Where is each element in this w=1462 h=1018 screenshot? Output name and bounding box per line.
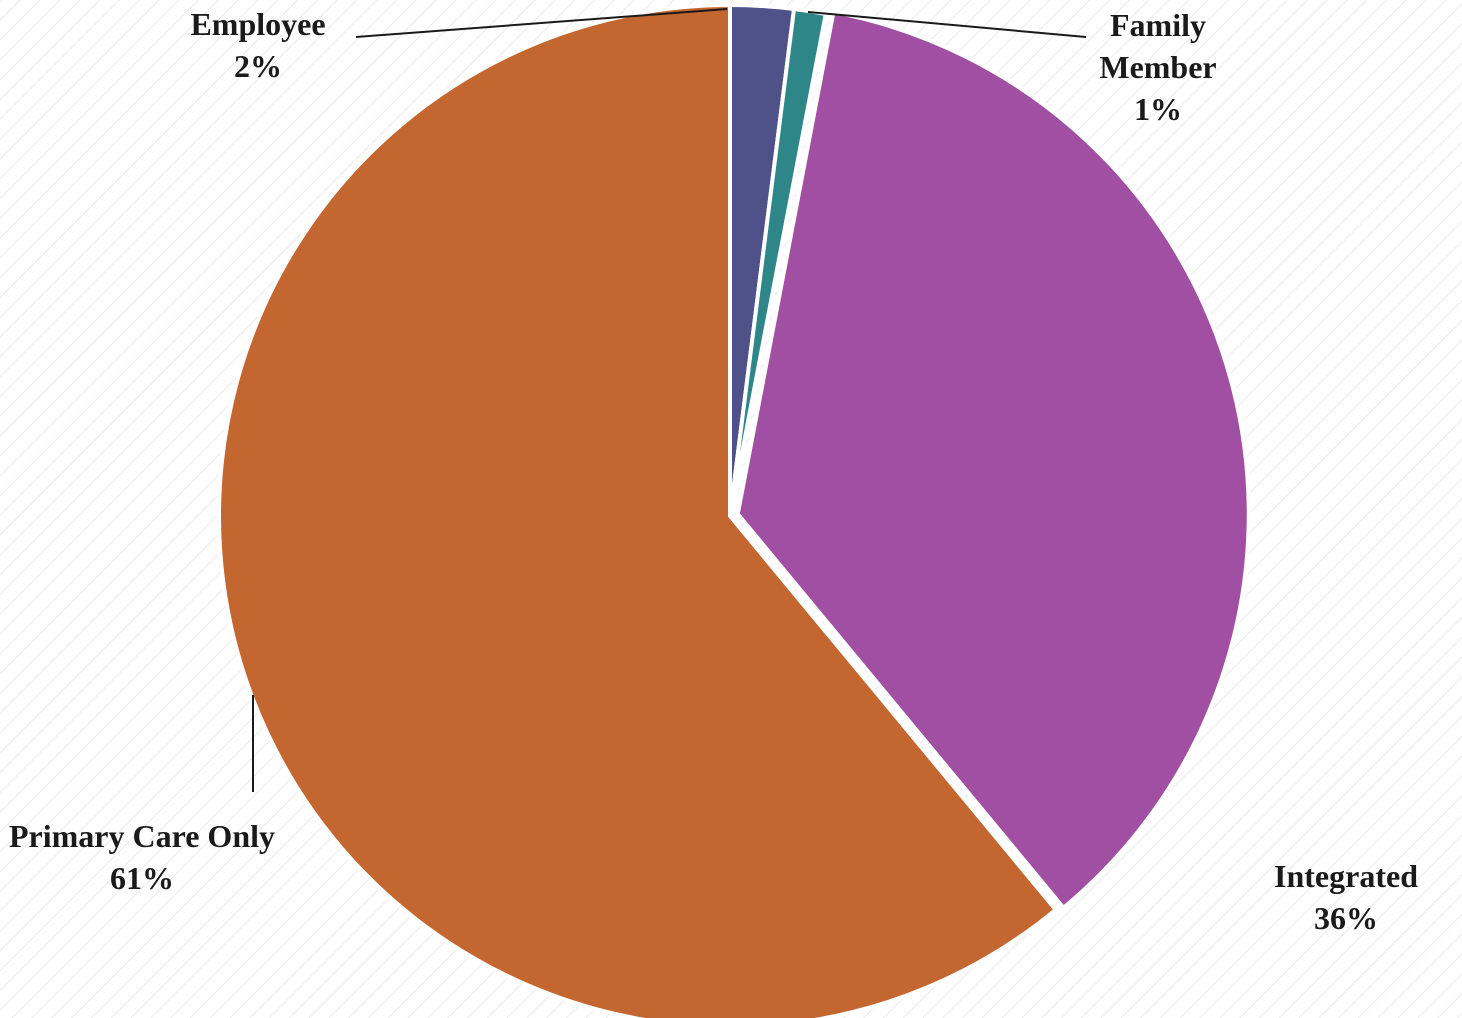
slice-label: Employee 2% [190,3,325,87]
slice-label: Family Member 1% [1068,4,1248,130]
slice-label: Primary Care Only 61% [7,815,277,899]
category-label: Integrated [1274,858,1418,894]
leader-line [355,8,728,38]
value-label: 1% [1134,91,1182,127]
pie-slice [735,10,1251,910]
value-label: 36% [1314,900,1378,936]
leader-line [807,11,1087,38]
pie-slice [217,3,1058,1018]
category-label: Primary Care Only [8,818,275,854]
value-label: 61% [110,860,174,896]
category-label: Family Member [1099,7,1217,85]
value-label: 2% [234,48,282,84]
category-label: Employee [190,6,326,42]
leader-lines [252,8,1087,792]
slice-label: Integrated 36% [1274,855,1418,939]
slices [217,3,1251,1018]
